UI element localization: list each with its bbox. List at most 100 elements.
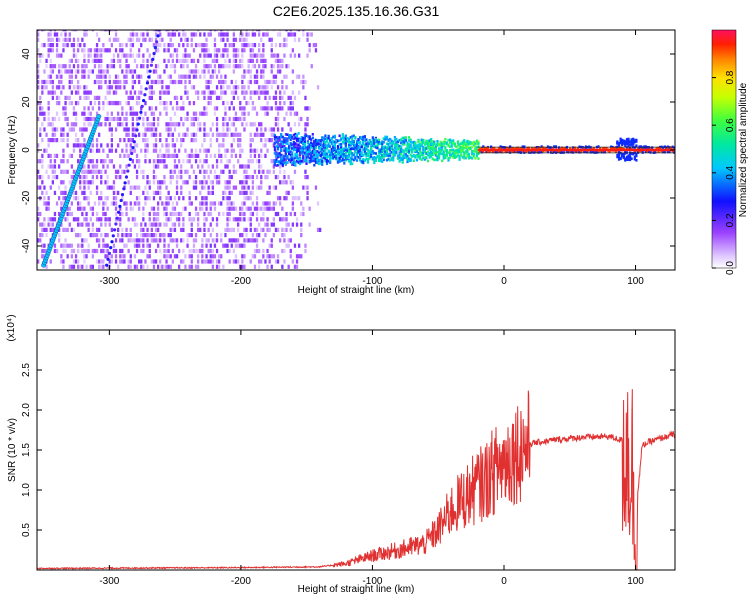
spectrogram-cell — [447, 157, 450, 160]
spectrogram-cell — [621, 141, 624, 145]
spectrogram-cell — [318, 158, 321, 162]
spectrogram-cell — [433, 158, 436, 162]
spectrogram-cell — [222, 32, 225, 37]
spectrogram-cell — [455, 151, 458, 154]
spectrogram-cell — [422, 151, 425, 154]
spectrogram-cell — [64, 243, 67, 248]
spectrogram-cell — [340, 148, 343, 151]
spectrogram-cell — [138, 243, 141, 248]
spectrogram-cell — [629, 158, 632, 162]
spectrogram-cell — [190, 122, 193, 127]
spectrogram-cell — [472, 153, 475, 156]
spectrogram-cell — [635, 140, 638, 143]
spectrogram-cell — [213, 254, 217, 259]
spectrogram-cell — [324, 144, 327, 147]
spectrogram-cell — [241, 206, 244, 211]
spectrogram-cell — [226, 122, 229, 127]
spectrogram-cell — [161, 90, 164, 95]
spectrogram-cell — [85, 217, 88, 222]
spectrogram-cell — [382, 146, 385, 149]
spectrogram-cell — [135, 32, 139, 37]
spectrogram-cell — [114, 37, 118, 42]
spectrogram-cell — [129, 111, 132, 116]
spectrogram-cell — [91, 175, 94, 180]
spectrogram-cell — [366, 152, 370, 155]
spectrogram-cell — [114, 48, 118, 53]
spectrogram-cell — [270, 222, 273, 227]
spectrogram-cell — [43, 111, 46, 116]
spectrogram-cell — [258, 43, 261, 48]
spectrogram-cell — [142, 238, 145, 243]
spectrogram-cell — [58, 69, 61, 74]
spectrogram-cell — [299, 150, 302, 154]
spectrogram-cell — [154, 127, 158, 132]
spectrogram-cell — [66, 122, 69, 127]
spectrogram-cell — [640, 147, 643, 150]
spectrogram-cell — [66, 69, 69, 74]
spectrogram-cell — [287, 243, 290, 248]
spectrogram-cell — [41, 138, 44, 143]
spectrogram-cell — [135, 196, 139, 201]
spectrogram-cell — [370, 152, 373, 156]
spectrogram-cell — [85, 90, 88, 95]
spectrogram-cell — [570, 150, 573, 154]
spectrogram-cell — [283, 155, 286, 158]
spectrogram-cell — [276, 163, 280, 167]
spectrogram-cell — [55, 74, 59, 79]
spectrogram-cell — [449, 145, 452, 148]
spectrogram-cell — [341, 155, 344, 158]
spectrogram-cell — [144, 111, 147, 116]
spectrogram-cell — [142, 217, 145, 222]
spectrogram-cell — [276, 175, 280, 180]
spectrogram-cell — [304, 185, 307, 190]
spectrogram-cell — [81, 175, 84, 180]
spectrogram-cell — [260, 138, 263, 143]
spectrogram-cell — [243, 217, 246, 222]
spectrogram-cell — [47, 122, 50, 127]
spectrogram-cell — [62, 227, 65, 232]
spectrogram-cell — [475, 153, 478, 156]
spectrogram-cell — [135, 264, 139, 269]
spectrogram-cell — [135, 222, 139, 227]
spectrogram-cell — [203, 159, 206, 164]
spectrogram-cell — [60, 53, 63, 58]
spectrogram-cell — [175, 48, 179, 53]
spectrogram-cell — [318, 147, 321, 150]
spectrogram-cell — [51, 175, 54, 180]
spectrogram-cell — [121, 111, 124, 116]
spectrogram-cell — [146, 69, 149, 74]
spectrogram-cell — [157, 238, 160, 243]
spectrogram-cell — [102, 48, 105, 53]
spectrogram-cell — [159, 74, 162, 79]
spectrogram-cell — [123, 116, 126, 122]
spectrogram-cell — [89, 143, 92, 148]
spectrogram-cell — [275, 155, 278, 158]
spectrogram-cell — [280, 149, 283, 152]
spectrogram-cell — [340, 138, 343, 141]
spectrogram-cell — [112, 248, 116, 254]
spectrogram-cell — [283, 146, 286, 150]
spectrogram-cell — [458, 148, 461, 152]
spectrogram-cell — [279, 238, 282, 243]
spectrogram-cell — [283, 180, 286, 185]
spectrogram-cell — [260, 169, 263, 174]
spectrogram-cell — [310, 160, 313, 163]
spectrogram-cell — [83, 122, 86, 127]
spectrogram-cell — [163, 106, 166, 111]
spectrogram-cell — [343, 138, 346, 142]
spectrogram-cell — [327, 145, 330, 148]
spectrogram-cell — [415, 144, 419, 147]
spectrogram-cell — [401, 158, 404, 161]
spectrogram-cell — [281, 155, 284, 158]
spectrogram-cell — [283, 233, 286, 238]
spectrogram-cell — [306, 144, 310, 148]
spectrogram-cell — [302, 150, 305, 154]
spectrogram-cell — [228, 227, 231, 232]
spectrogram-cell — [43, 116, 46, 122]
spectrogram-cell — [131, 95, 134, 100]
spectrogram-cell — [249, 238, 252, 243]
spectrogram-cell — [249, 48, 252, 53]
spectrogram-cell — [154, 106, 158, 111]
spectrogram-cell — [630, 140, 633, 144]
spectrogram-cell — [319, 227, 322, 232]
